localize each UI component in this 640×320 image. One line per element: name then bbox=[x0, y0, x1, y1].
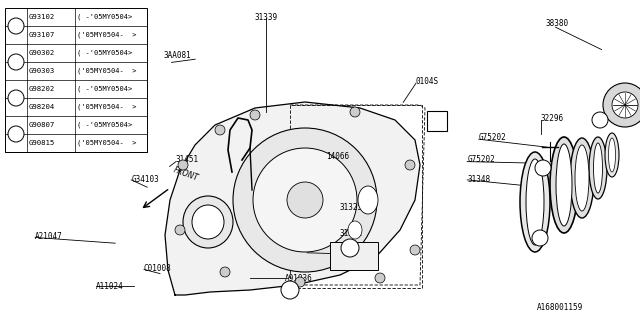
Ellipse shape bbox=[556, 144, 572, 226]
Text: 14066: 14066 bbox=[326, 152, 349, 161]
Text: G90303: G90303 bbox=[29, 68, 55, 74]
Text: A11024: A11024 bbox=[96, 282, 124, 291]
Bar bbox=[330, 242, 378, 270]
Ellipse shape bbox=[192, 205, 224, 239]
Text: ( -'05MY0504>: ( -'05MY0504> bbox=[77, 86, 132, 92]
Circle shape bbox=[175, 225, 185, 235]
Text: ('05MY0504-  >: ('05MY0504- > bbox=[77, 32, 136, 38]
Circle shape bbox=[178, 160, 188, 170]
Text: 31451: 31451 bbox=[176, 156, 199, 164]
Circle shape bbox=[535, 160, 551, 176]
Ellipse shape bbox=[605, 133, 619, 177]
Circle shape bbox=[532, 230, 548, 246]
Text: ( -'05MY0504>: ( -'05MY0504> bbox=[77, 122, 132, 128]
Text: G75202: G75202 bbox=[467, 156, 495, 164]
Text: A21047: A21047 bbox=[35, 232, 63, 241]
Ellipse shape bbox=[550, 137, 578, 233]
Text: FRONT: FRONT bbox=[172, 166, 200, 183]
Text: 31325: 31325 bbox=[339, 248, 362, 257]
Circle shape bbox=[281, 281, 299, 299]
Polygon shape bbox=[165, 102, 420, 295]
Circle shape bbox=[287, 182, 323, 218]
Text: 31348: 31348 bbox=[467, 175, 490, 184]
Circle shape bbox=[220, 267, 230, 277]
Circle shape bbox=[8, 18, 24, 34]
Text: A91036: A91036 bbox=[285, 274, 312, 283]
Text: 3: 3 bbox=[13, 93, 19, 102]
Circle shape bbox=[350, 107, 360, 117]
Ellipse shape bbox=[570, 138, 594, 218]
Text: 1: 1 bbox=[13, 21, 19, 30]
Text: G93102: G93102 bbox=[29, 14, 55, 20]
Text: ( -'05MY0504>: ( -'05MY0504> bbox=[77, 14, 132, 20]
Text: G98204: G98204 bbox=[29, 104, 55, 110]
Text: G90302: G90302 bbox=[29, 50, 55, 56]
Text: G90807: G90807 bbox=[29, 122, 55, 128]
Bar bbox=[5, 8, 147, 152]
Text: 2: 2 bbox=[541, 164, 545, 172]
Ellipse shape bbox=[348, 221, 362, 239]
Text: G34103: G34103 bbox=[131, 175, 159, 184]
Text: A: A bbox=[433, 116, 441, 126]
Text: 3: 3 bbox=[538, 234, 543, 243]
Text: G98202: G98202 bbox=[29, 86, 55, 92]
Text: C01008: C01008 bbox=[144, 264, 172, 273]
Text: 4: 4 bbox=[13, 130, 19, 139]
Text: 0104S: 0104S bbox=[416, 77, 439, 86]
Circle shape bbox=[8, 54, 24, 70]
Text: 32296: 32296 bbox=[541, 114, 564, 123]
Ellipse shape bbox=[520, 152, 550, 252]
Text: G93107: G93107 bbox=[29, 32, 55, 38]
Ellipse shape bbox=[526, 159, 544, 245]
Text: 2: 2 bbox=[13, 58, 19, 67]
Text: 31325: 31325 bbox=[339, 204, 362, 212]
Text: ('05MY0504-  >: ('05MY0504- > bbox=[77, 68, 136, 74]
Text: 4: 4 bbox=[287, 285, 292, 294]
Ellipse shape bbox=[183, 196, 233, 248]
Ellipse shape bbox=[609, 138, 616, 172]
Ellipse shape bbox=[589, 137, 607, 199]
Text: ( -'05MY0504>: ( -'05MY0504> bbox=[77, 50, 132, 56]
Circle shape bbox=[250, 110, 260, 120]
Circle shape bbox=[375, 273, 385, 283]
Text: ('05MY0504-  >: ('05MY0504- > bbox=[77, 140, 136, 146]
Ellipse shape bbox=[593, 143, 602, 193]
Text: ('05MY0504-  >: ('05MY0504- > bbox=[77, 104, 136, 110]
Circle shape bbox=[592, 112, 608, 128]
Text: 1: 1 bbox=[598, 116, 602, 124]
Text: G90815: G90815 bbox=[29, 140, 55, 146]
Ellipse shape bbox=[575, 145, 589, 211]
Circle shape bbox=[410, 245, 420, 255]
Text: G75202: G75202 bbox=[479, 133, 506, 142]
Ellipse shape bbox=[358, 186, 378, 214]
Circle shape bbox=[8, 90, 24, 106]
Text: A168001159: A168001159 bbox=[537, 303, 583, 312]
Circle shape bbox=[603, 83, 640, 127]
Circle shape bbox=[215, 125, 225, 135]
Circle shape bbox=[295, 277, 305, 287]
FancyBboxPatch shape bbox=[427, 111, 447, 131]
Circle shape bbox=[405, 160, 415, 170]
Text: 31341: 31341 bbox=[339, 229, 362, 238]
Circle shape bbox=[341, 239, 359, 257]
Text: 4: 4 bbox=[348, 244, 353, 252]
Circle shape bbox=[253, 148, 357, 252]
Text: 3AA081: 3AA081 bbox=[163, 52, 191, 60]
Text: 31339: 31339 bbox=[254, 13, 277, 22]
Circle shape bbox=[8, 126, 24, 142]
Text: 38380: 38380 bbox=[545, 20, 568, 28]
Circle shape bbox=[233, 128, 377, 272]
Circle shape bbox=[612, 92, 638, 118]
